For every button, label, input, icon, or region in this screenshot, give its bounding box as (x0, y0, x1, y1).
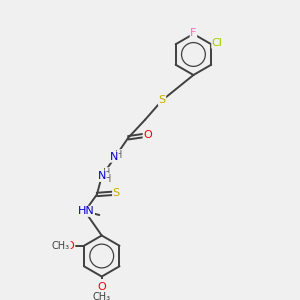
Text: CH₃: CH₃ (93, 292, 111, 300)
Text: CH₃: CH₃ (52, 241, 70, 251)
Text: H: H (115, 150, 122, 160)
Text: N: N (110, 152, 118, 162)
Text: H: H (103, 168, 110, 178)
Text: H: H (104, 174, 112, 184)
Text: O: O (143, 130, 152, 140)
Text: N: N (98, 171, 106, 182)
Text: F: F (190, 28, 196, 38)
Text: S: S (112, 188, 120, 198)
Text: Cl: Cl (212, 38, 223, 48)
Text: O: O (65, 241, 74, 251)
Text: HN: HN (78, 206, 94, 216)
Text: O: O (98, 282, 106, 292)
Text: S: S (158, 95, 166, 105)
